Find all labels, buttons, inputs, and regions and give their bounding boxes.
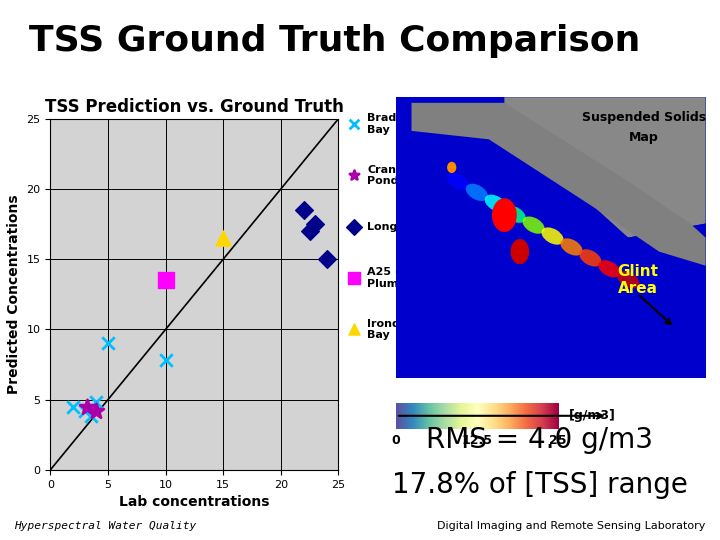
Ellipse shape <box>560 238 582 255</box>
Point <box>348 274 360 282</box>
Point <box>91 407 102 415</box>
Text: Hyperspectral Water Quality: Hyperspectral Water Quality <box>14 521 197 531</box>
Point <box>348 120 360 129</box>
Text: Cranberry
Pond: Cranberry Pond <box>367 165 430 186</box>
Point <box>310 220 321 228</box>
Point <box>321 255 333 264</box>
X-axis label: Lab concentrations: Lab concentrations <box>119 495 270 509</box>
Point <box>348 171 360 180</box>
Y-axis label: Predicted Concentrations: Predicted Concentrations <box>7 194 21 394</box>
Ellipse shape <box>503 206 526 223</box>
Point <box>81 402 93 411</box>
Ellipse shape <box>598 260 621 278</box>
Text: 0: 0 <box>392 434 400 447</box>
Text: A25 (In
Plume): A25 (In Plume) <box>367 267 412 289</box>
Ellipse shape <box>510 239 529 264</box>
Ellipse shape <box>617 271 639 288</box>
Text: TSS Ground Truth Comparison: TSS Ground Truth Comparison <box>29 24 640 58</box>
Ellipse shape <box>485 194 507 212</box>
Point <box>85 412 96 421</box>
Text: 12.5: 12.5 <box>462 434 492 447</box>
Point <box>217 234 229 242</box>
Text: Digital Imaging and Remote Sensing Laboratory: Digital Imaging and Remote Sensing Labor… <box>437 521 706 531</box>
Point <box>348 222 360 231</box>
Point <box>160 356 171 364</box>
Text: Irondequoit
Bay: Irondequoit Bay <box>367 319 440 340</box>
Point <box>91 398 102 407</box>
Text: RMS = 4.0 g/m3: RMS = 4.0 g/m3 <box>426 426 654 454</box>
Ellipse shape <box>541 227 564 245</box>
Text: 17.8% of [TSS] range: 17.8% of [TSS] range <box>392 471 688 500</box>
Ellipse shape <box>492 198 517 232</box>
Point <box>68 402 79 411</box>
Ellipse shape <box>580 249 601 267</box>
Polygon shape <box>504 97 706 238</box>
Ellipse shape <box>447 162 456 173</box>
Point <box>102 339 114 348</box>
Text: Long Pond: Long Pond <box>367 222 433 232</box>
Point <box>298 206 310 214</box>
Polygon shape <box>412 103 706 266</box>
Point <box>304 227 315 235</box>
Point <box>160 276 171 285</box>
Title: TSS Prediction vs. Ground Truth: TSS Prediction vs. Ground Truth <box>45 98 344 116</box>
Point <box>348 325 360 334</box>
Text: Glint
Area: Glint Area <box>617 264 658 296</box>
Polygon shape <box>396 97 675 322</box>
Text: Braddock
Bay: Braddock Bay <box>367 113 426 135</box>
Ellipse shape <box>466 184 488 201</box>
Text: 25: 25 <box>549 434 567 447</box>
Polygon shape <box>396 139 706 378</box>
Text: Suspended Solids: Suspended Solids <box>582 111 706 124</box>
Ellipse shape <box>447 173 469 190</box>
Point <box>79 407 91 415</box>
Text: Map: Map <box>629 131 659 144</box>
Ellipse shape <box>523 217 544 234</box>
Text: [g/m3]: [g/m3] <box>569 409 616 422</box>
